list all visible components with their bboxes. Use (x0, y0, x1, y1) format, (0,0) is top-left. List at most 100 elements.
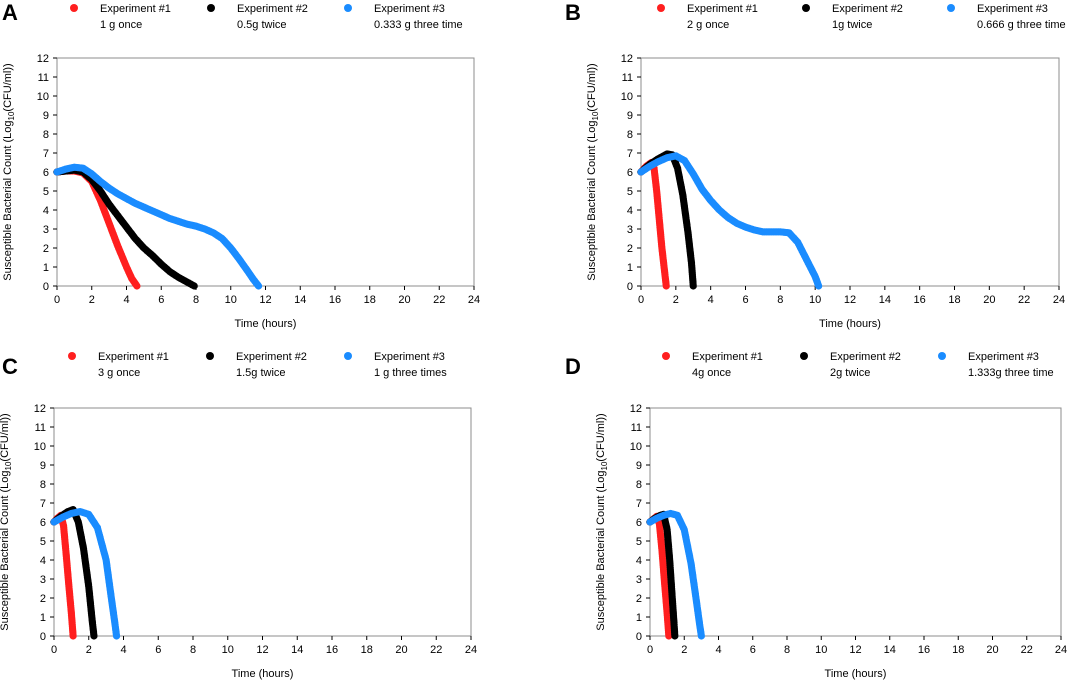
x-tick-label: 22 (430, 644, 442, 656)
y-tick-label: 1 (636, 612, 642, 624)
panel-letter: D (565, 354, 581, 379)
y-tick-label: 5 (40, 536, 46, 548)
y-tick-label: 0 (636, 631, 642, 643)
y-axis-label-subscript: 10 (600, 461, 609, 470)
y-axis-label-part: (CFU/ml)) (2, 63, 14, 111)
x-tick-label: 6 (158, 294, 164, 306)
y-tick-label: 12 (37, 53, 49, 65)
y-tick-label: 3 (40, 574, 46, 586)
x-tick-label: 12 (256, 644, 268, 656)
y-axis-label: Susceptible Bacterial Count (Log10(CFU/m… (595, 413, 609, 630)
y-tick-label: 10 (37, 91, 49, 103)
x-tick-label: 14 (291, 644, 303, 656)
legend-label: Experiment #2 (236, 351, 307, 363)
x-tick-label: 12 (844, 294, 856, 306)
x-tick-label: 4 (123, 294, 129, 306)
x-tick-label: 8 (190, 644, 196, 656)
y-tick-label: 3 (627, 224, 633, 236)
x-tick-label: 6 (155, 644, 161, 656)
y-tick-label: 8 (40, 479, 46, 491)
x-tick-label: 2 (673, 294, 679, 306)
x-tick-label: 18 (364, 294, 376, 306)
y-tick-label: 9 (43, 110, 49, 122)
legend-label: Experiment #1 (692, 351, 763, 363)
y-tick-label: 8 (636, 479, 642, 491)
x-tick-label: 14 (884, 644, 896, 656)
y-tick-label: 9 (636, 460, 642, 472)
x-tick-label: 22 (433, 294, 445, 306)
x-axis-label: Time (hours) (819, 318, 881, 330)
y-tick-label: 3 (636, 574, 642, 586)
legend-description: 0.5g twice (237, 19, 287, 31)
x-tick-label: 8 (784, 644, 790, 656)
data-point (665, 632, 673, 640)
y-tick-label: 7 (627, 148, 633, 160)
legend-marker (662, 352, 670, 360)
legend-marker (207, 4, 215, 12)
x-tick-label: 2 (86, 644, 92, 656)
legend-label: Experiment #3 (977, 3, 1048, 15)
plot-area (56, 57, 475, 287)
x-tick-label: 0 (638, 294, 644, 306)
data-point (254, 282, 263, 290)
y-tick-label: 9 (40, 460, 46, 472)
legend-label: Experiment #3 (374, 3, 445, 15)
legend-description: 2 g once (687, 19, 729, 31)
y-tick-label: 11 (38, 72, 49, 84)
x-tick-label: 20 (398, 294, 410, 306)
legend-label: Experiment #2 (237, 3, 308, 15)
x-tick-label: 22 (1021, 644, 1033, 656)
x-tick-label: 24 (1053, 294, 1065, 306)
legend-label: Experiment #3 (968, 351, 1039, 363)
data-point (815, 282, 823, 290)
y-tick-label: 5 (43, 186, 49, 198)
data-point (69, 632, 77, 640)
y-axis-label-part: (CFU/ml)) (595, 413, 607, 461)
y-axis-label-subscript: 10 (591, 111, 600, 120)
y-axis-label: Susceptible Bacterial Count (Log10(CFU/m… (2, 63, 16, 280)
legend-marker (947, 4, 955, 12)
data-point (662, 282, 670, 290)
data-point (697, 632, 705, 640)
x-tick-label: 6 (742, 294, 748, 306)
x-tick-label: 10 (222, 644, 234, 656)
y-axis-label-part: Susceptible Bacterial Count (Log (586, 120, 598, 280)
legend-label: Experiment #2 (832, 3, 903, 15)
y-tick-label: 7 (40, 498, 46, 510)
x-tick-label: 16 (918, 644, 930, 656)
legend-label: Experiment #2 (830, 351, 901, 363)
x-tick-label: 0 (647, 644, 653, 656)
legend-description: 3 g once (98, 367, 140, 379)
y-tick-label: 2 (40, 593, 46, 605)
plot-area (649, 407, 1062, 637)
y-tick-label: 10 (630, 441, 642, 453)
x-tick-label: 12 (259, 294, 271, 306)
legend-description: 2g twice (830, 367, 870, 379)
y-tick-label: 11 (35, 422, 46, 434)
y-tick-label: 7 (636, 498, 642, 510)
y-tick-label: 4 (636, 555, 642, 567)
y-tick-label: 10 (621, 91, 633, 103)
x-tick-label: 10 (815, 644, 827, 656)
legend-description: 1 g once (100, 19, 142, 31)
legend-description: 0.333 g three time (374, 19, 463, 31)
x-tick-label: 20 (986, 644, 998, 656)
x-tick-label: 20 (983, 294, 995, 306)
series-3 (50, 507, 121, 640)
y-tick-label: 6 (627, 167, 633, 179)
x-tick-label: 24 (1055, 644, 1067, 656)
data-point (90, 632, 98, 640)
y-tick-label: 5 (636, 536, 642, 548)
x-tick-label: 18 (361, 644, 373, 656)
y-tick-label: 1 (43, 262, 49, 274)
plot-area (53, 407, 472, 637)
legend-marker (938, 352, 946, 360)
y-tick-label: 12 (34, 403, 46, 415)
legend-marker (800, 352, 808, 360)
y-tick-label: 8 (627, 129, 633, 141)
data-point (133, 282, 141, 290)
y-axis-label: Susceptible Bacterial Count (Log10(CFU/m… (0, 413, 13, 630)
y-axis-label-part: (CFU/ml)) (0, 413, 11, 461)
y-tick-label: 9 (627, 110, 633, 122)
x-tick-label: 8 (777, 294, 783, 306)
